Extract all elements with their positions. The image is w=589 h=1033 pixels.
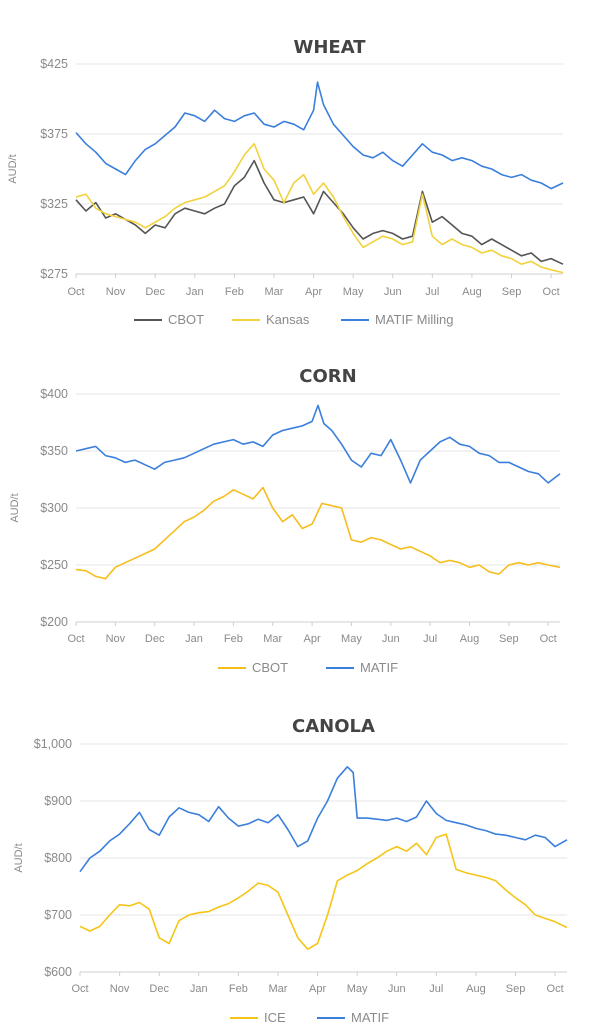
legend-item[interactable]: CBOT bbox=[134, 312, 204, 327]
series-line-cbot bbox=[75, 486, 561, 580]
y-tick-label: $900 bbox=[44, 794, 72, 808]
x-tick-label: Jul bbox=[423, 633, 437, 645]
legend-item[interactable]: CBOT bbox=[218, 660, 288, 675]
y-tick-label: $600 bbox=[44, 965, 72, 979]
chart-corn: CORN AUD/t $200 $250 $300 $350 $400 Oct Nov Dec Ja… bbox=[9, 366, 561, 675]
series-line-ice bbox=[79, 833, 568, 950]
y-axis-label: AUD/t bbox=[13, 843, 25, 872]
y-tick-label: $800 bbox=[44, 851, 72, 865]
legend-item[interactable]: MATIF bbox=[326, 660, 398, 675]
x-tick-label: Dec bbox=[145, 633, 165, 645]
y-axis-label: AUD/t bbox=[9, 493, 21, 522]
chart-title: WHEAT bbox=[293, 37, 366, 58]
x-tick-label: Aug bbox=[460, 633, 480, 645]
y-tick-label: $250 bbox=[40, 558, 68, 572]
x-tick-label: Sep bbox=[502, 286, 522, 298]
x-tick-label: Oct bbox=[67, 633, 84, 645]
x-tick-label: Mar bbox=[264, 286, 283, 298]
y-axis-label: AUD/t bbox=[7, 154, 19, 183]
series-line-matif bbox=[79, 766, 568, 873]
x-tick-label: May bbox=[343, 286, 364, 298]
x-tick-label: Mar bbox=[268, 983, 287, 995]
chart-canola: CANOLA AUD/t $600 $700 $800 $900 $1,000 Oct Nov D… bbox=[13, 716, 568, 1025]
legend-label: MATIF bbox=[351, 1010, 389, 1025]
x-tick-label: Mar bbox=[263, 633, 282, 645]
x-tick-label: Nov bbox=[110, 983, 130, 995]
x-tick-label: Feb bbox=[224, 633, 243, 645]
series-line-cbot bbox=[75, 159, 564, 265]
chart-title: CANOLA bbox=[292, 716, 375, 737]
x-tick-label: Nov bbox=[106, 286, 126, 298]
x-tick-label: Jan bbox=[186, 286, 204, 298]
x-tick-label: Oct bbox=[71, 983, 88, 995]
x-tick-label: Aug bbox=[466, 983, 486, 995]
y-tick-label: $275 bbox=[40, 267, 68, 281]
legend-item[interactable]: ICE bbox=[230, 1010, 286, 1025]
series-line-matif-milling bbox=[75, 81, 564, 190]
y-tick-label: $300 bbox=[40, 501, 68, 515]
x-tick-label: May bbox=[347, 983, 368, 995]
chart-title: CORN bbox=[299, 366, 356, 387]
x-tick-label: Dec bbox=[145, 286, 165, 298]
x-tick-label: Feb bbox=[229, 983, 248, 995]
x-tick-label: Jun bbox=[384, 286, 402, 298]
x-tick-label: Feb bbox=[225, 286, 244, 298]
x-tick-label: Apr bbox=[309, 983, 326, 995]
x-tick-label: Oct bbox=[540, 633, 557, 645]
x-tick-label: Jun bbox=[382, 633, 400, 645]
series-line-matif bbox=[75, 404, 561, 484]
x-tick-label: Jan bbox=[190, 983, 208, 995]
x-tick-label: Jan bbox=[185, 633, 203, 645]
x-tick-label: Sep bbox=[506, 983, 526, 995]
x-tick-label: Jul bbox=[429, 983, 443, 995]
legend-item[interactable]: MATIF Milling bbox=[341, 312, 453, 327]
legend-label: MATIF Milling bbox=[375, 312, 453, 327]
y-tick-label: $400 bbox=[40, 387, 68, 401]
y-tick-label: $425 bbox=[40, 57, 68, 71]
legend-item[interactable]: Kansas bbox=[232, 312, 310, 327]
y-tick-label: $700 bbox=[44, 908, 72, 922]
y-tick-label: $200 bbox=[40, 615, 68, 629]
x-tick-label: Aug bbox=[462, 286, 482, 298]
x-tick-label: Dec bbox=[149, 983, 169, 995]
legend-label: ICE bbox=[264, 1010, 286, 1025]
legend-label: Kansas bbox=[266, 312, 310, 327]
y-tick-label: $375 bbox=[40, 127, 68, 141]
x-tick-label: Sep bbox=[499, 633, 519, 645]
y-tick-label: $325 bbox=[40, 197, 68, 211]
legend-label: CBOT bbox=[168, 312, 204, 327]
x-tick-label: Oct bbox=[547, 983, 564, 995]
legend-label: MATIF bbox=[360, 660, 398, 675]
series-line-kansas bbox=[75, 143, 564, 274]
x-tick-label: Apr bbox=[305, 286, 322, 298]
x-tick-label: Apr bbox=[304, 633, 321, 645]
x-tick-label: May bbox=[341, 633, 362, 645]
legend-label: CBOT bbox=[252, 660, 288, 675]
chart-wheat: WHEAT AUD/t $275 $325 $375 $425 Oct Nov Dec Jan Fe… bbox=[7, 37, 564, 327]
y-tick-label: $350 bbox=[40, 444, 68, 458]
y-tick-label: $1,000 bbox=[34, 737, 72, 751]
x-tick-label: Nov bbox=[106, 633, 126, 645]
x-tick-label: Jul bbox=[425, 286, 439, 298]
x-tick-label: Oct bbox=[543, 286, 560, 298]
x-tick-label: Oct bbox=[67, 286, 84, 298]
x-tick-label: Jun bbox=[388, 983, 406, 995]
legend-item[interactable]: MATIF bbox=[317, 1010, 389, 1025]
